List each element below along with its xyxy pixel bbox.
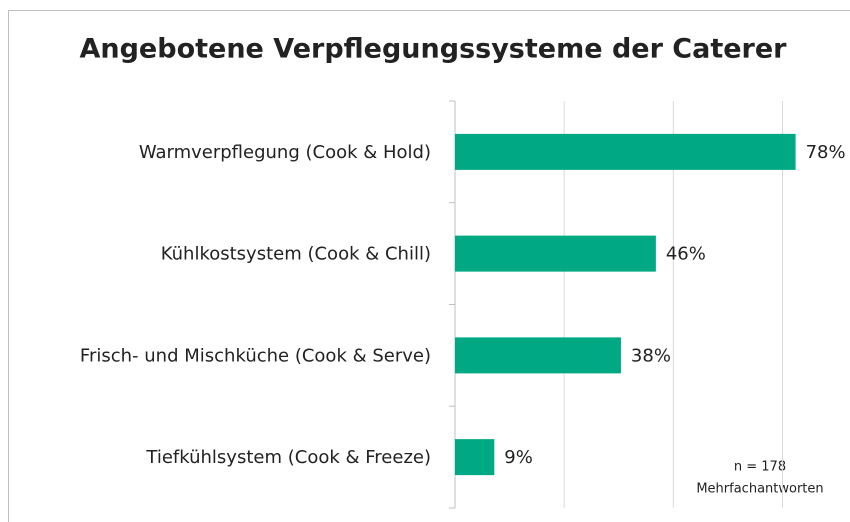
- y-tick-label: Warmverpflegung (Cook & Hold): [139, 142, 431, 163]
- y-tick-label: Frisch- und Mischküche (Cook & Serve): [80, 345, 431, 366]
- bar: [455, 235, 656, 272]
- chart-frame: [8, 10, 850, 522]
- data-label: 46%: [666, 244, 706, 265]
- y-tick-label: Tiefkühlsystem (Cook & Freeze): [145, 447, 431, 468]
- data-label: 38%: [631, 345, 671, 366]
- bar: [455, 337, 621, 374]
- bar: [455, 133, 796, 170]
- annotation: Mehrfachantworten: [696, 482, 823, 497]
- y-tick-label: Kühlkostsystem (Cook & Chill): [161, 244, 431, 265]
- annotation: n = 178: [734, 460, 786, 475]
- chart-title: Angebotene Verpflegungssysteme der Cater…: [79, 34, 787, 65]
- data-label: 9%: [504, 447, 533, 468]
- data-label: 78%: [806, 142, 846, 163]
- bar: [455, 439, 495, 476]
